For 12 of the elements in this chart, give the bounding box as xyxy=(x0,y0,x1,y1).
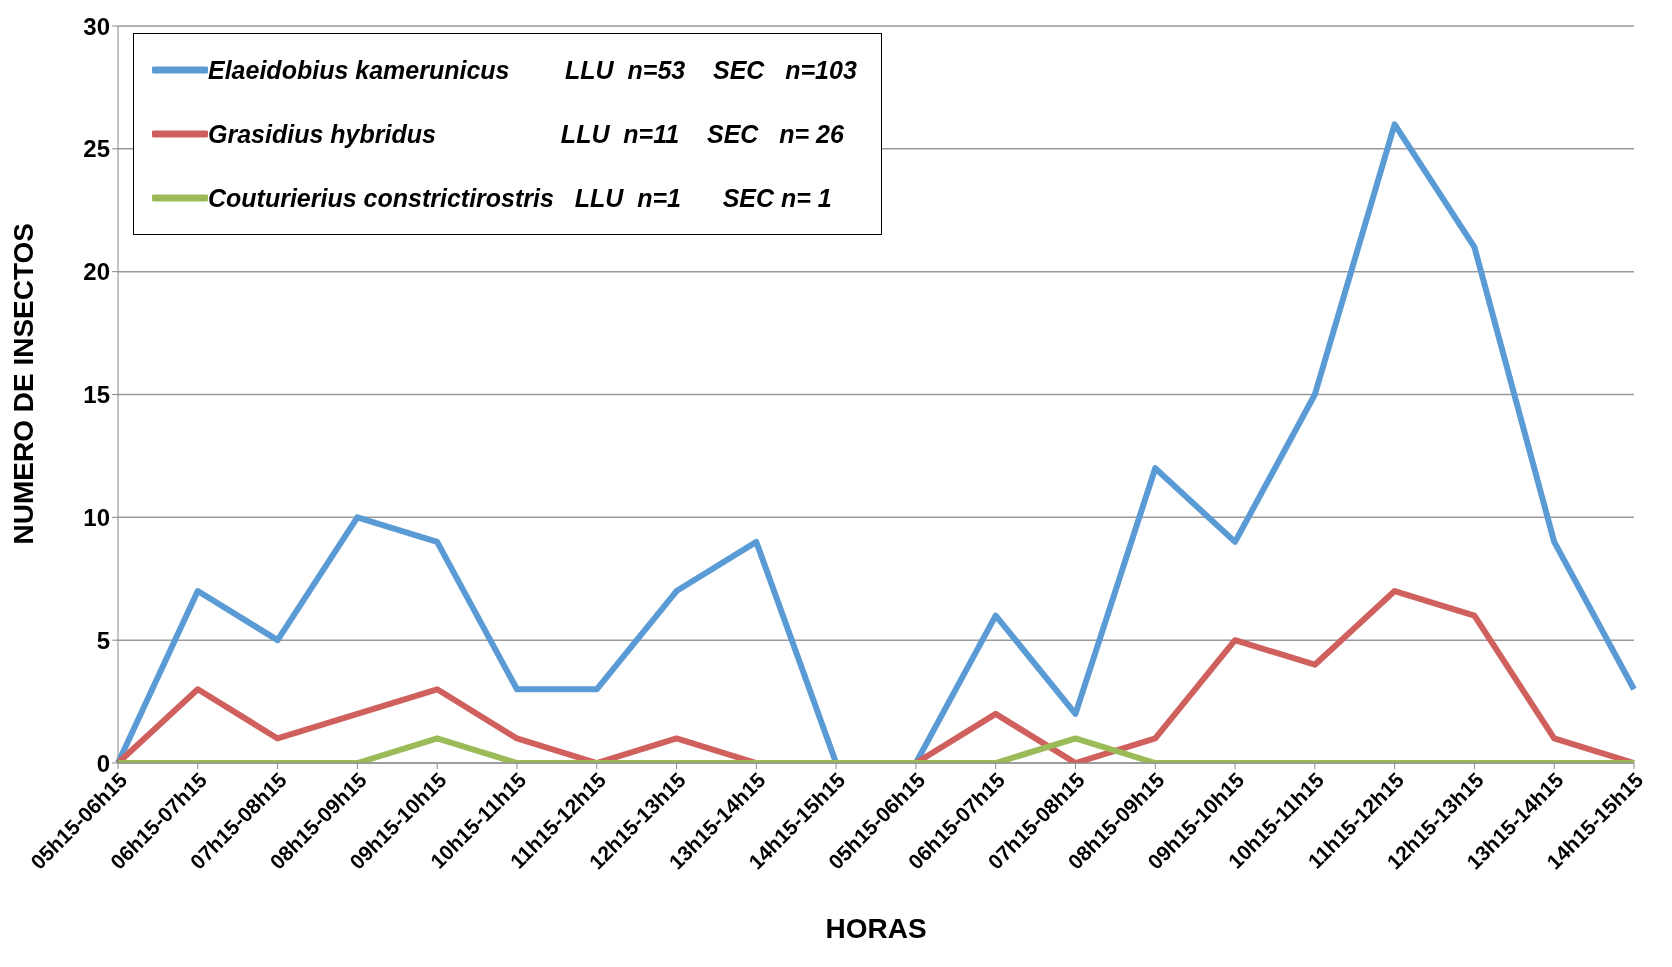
y-tick-label: 10 xyxy=(83,503,110,531)
y-axis-title: NUMERO DE INSECTOS xyxy=(7,222,39,545)
legend-label: Elaeidobius kamerunicus LLU n=53 SEC n=103 xyxy=(208,55,857,85)
y-tick-label: 0 xyxy=(96,749,110,777)
y-tick-label: 5 xyxy=(96,626,110,654)
y-tick-label: 15 xyxy=(83,381,110,409)
y-tick-label: 20 xyxy=(83,258,110,286)
x-axis-title: HORAS xyxy=(825,913,927,944)
y-tick-label: 30 xyxy=(83,12,110,40)
y-tick-label: 25 xyxy=(83,135,110,163)
legend-label: Grasidius hybridus LLU n=11 SEC n= 26 xyxy=(208,119,844,149)
legend-label: Couturierius constrictirostris LLU n=1 SEC n= 1 xyxy=(208,183,832,213)
